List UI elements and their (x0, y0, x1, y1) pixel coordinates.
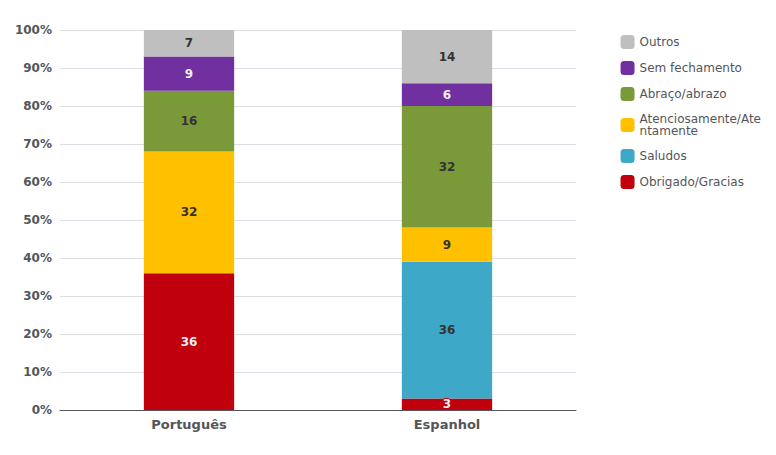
svg-text:16: 16 (181, 114, 198, 128)
svg-text:Abraço/abrazo: Abraço/abrazo (640, 87, 727, 101)
svg-text:Obrigado/Gracias: Obrigado/Gracias (640, 175, 744, 189)
svg-text:100%: 100% (15, 23, 52, 37)
svg-text:9: 9 (443, 238, 451, 252)
svg-text:30%: 30% (23, 289, 52, 303)
svg-text:Português: Português (151, 417, 227, 432)
svg-text:0%: 0% (32, 403, 52, 417)
svg-text:Saludos: Saludos (640, 149, 687, 163)
svg-text:40%: 40% (23, 251, 52, 265)
svg-text:3: 3 (443, 397, 451, 411)
svg-text:9: 9 (185, 67, 193, 81)
svg-text:32: 32 (181, 205, 198, 219)
svg-text:36: 36 (439, 323, 456, 337)
svg-text:32: 32 (439, 160, 456, 174)
svg-text:Espanhol: Espanhol (414, 417, 481, 432)
svg-text:60%: 60% (23, 175, 52, 189)
svg-text:36: 36 (181, 335, 198, 349)
svg-text:10%: 10% (23, 365, 52, 379)
svg-text:20%: 20% (23, 327, 52, 341)
svg-text:7: 7 (185, 36, 193, 50)
svg-text:70%: 70% (23, 137, 52, 151)
svg-text:50%: 50% (23, 213, 52, 227)
svg-text:Sem fechamento: Sem fechamento (640, 61, 742, 75)
svg-text:6: 6 (443, 88, 451, 102)
svg-text:14: 14 (439, 50, 456, 64)
svg-text:ntamente: ntamente (640, 124, 698, 138)
svg-text:Outros: Outros (640, 35, 680, 49)
svg-text:Atenciosamente/Ate: Atenciosamente/Ate (639, 112, 761, 126)
svg-text:90%: 90% (23, 61, 52, 75)
svg-text:80%: 80% (23, 99, 52, 113)
